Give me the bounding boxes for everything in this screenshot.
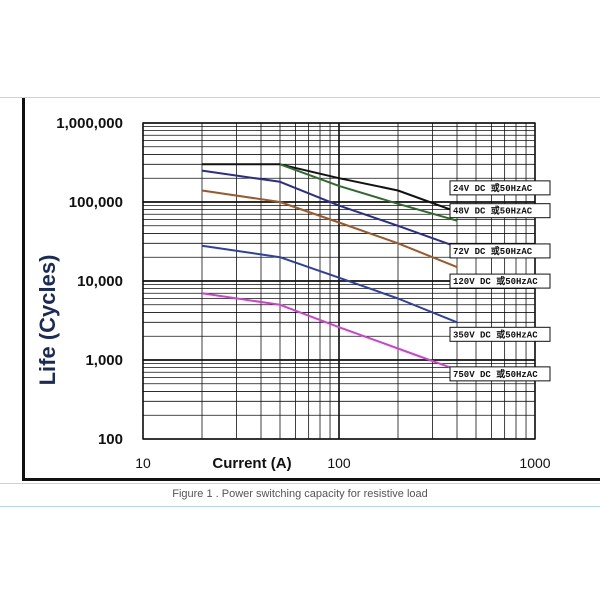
top-rule	[0, 97, 600, 98]
caption-rule-top	[0, 483, 600, 484]
figure-frame-left	[22, 98, 25, 480]
x-tick-label: 10	[135, 455, 151, 471]
series-label-box	[449, 273, 551, 289]
series-label-box	[449, 366, 551, 382]
y-axis-label: Life (Cycles)	[35, 255, 60, 386]
series-labels: 24V DC 或50HzAC 48V DC 或50HzAC 72V DC 或50Hz…	[449, 180, 551, 382]
y-tick-label: 1,000	[85, 352, 123, 369]
y-tick-label: 100	[98, 431, 123, 448]
series-line-4	[201, 189, 458, 269]
y-tick-label: 1,000,000	[56, 115, 123, 132]
series-line-3	[201, 169, 458, 248]
x-tick-label: 100	[327, 455, 351, 471]
x-tick-label: 1000	[519, 455, 550, 471]
series-label-box	[449, 203, 551, 219]
series-label-box	[449, 243, 551, 259]
chart-series	[201, 163, 458, 371]
series-line-5	[201, 244, 458, 324]
y-tick-label: 10,000	[77, 273, 123, 290]
figure-frame-bottom	[22, 478, 600, 481]
series-label: 120V DC 或50HzAC	[453, 275, 538, 287]
series-label-box	[449, 326, 551, 342]
x-axis-label: Current (A)	[212, 455, 291, 472]
series-line-6	[201, 292, 458, 371]
series-label: 750V DC 或50HzAC	[453, 368, 538, 380]
caption-rule-bottom	[0, 506, 600, 507]
series-label-box	[449, 180, 551, 196]
series-line-2	[279, 163, 458, 222]
y-tick-label: 100,000	[69, 194, 123, 211]
figure-caption: Figure 1 . Power switching capacity for …	[172, 488, 428, 500]
series-label: 48V DC 或50HzAC	[453, 205, 533, 217]
chart-ticks: 1,000,000 100,000 10,000 1,000 100 10 100 1000	[56, 115, 551, 471]
series-label: 24V DC 或50HzAC	[453, 182, 533, 194]
series-label: 72V DC 或50HzAC	[453, 245, 533, 257]
series-label: 350V DC 或50HzAC	[453, 328, 538, 340]
series-line-1	[202, 163, 458, 213]
